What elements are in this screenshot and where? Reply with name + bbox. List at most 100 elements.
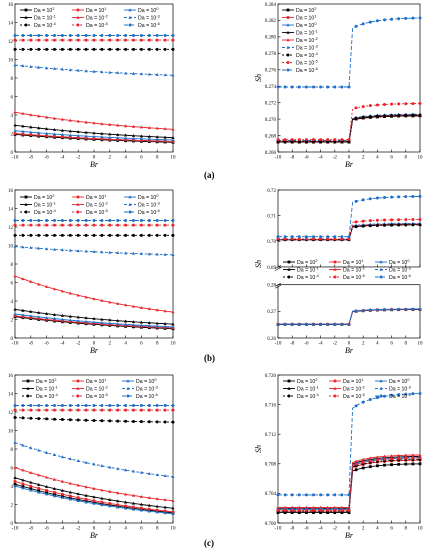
legend-label-b-nu-6: Da = 10-4 [34, 209, 56, 216]
point-a-nu-5-11 [100, 70, 104, 74]
point-c-nu-7-9 [84, 408, 88, 412]
legend-marker-a-nu-6 [24, 23, 28, 27]
point-c-nu-6-20 [171, 420, 175, 424]
legend-label-c-sh-4: Da = 10-2 [343, 385, 365, 392]
point-c-nu-2-8 [76, 499, 80, 503]
legend-label-c-nu-0: Da = 102 [36, 378, 56, 385]
point-c-nu-8-3 [37, 404, 41, 408]
legend-marker-c-sh-1 [333, 379, 337, 383]
point-b-nu-4-20 [171, 310, 175, 314]
legend-label-a-sh-5: Da = 10-3 [296, 44, 318, 51]
ytick-label-a-sh-all-2: 0.270 [265, 118, 277, 123]
point-a-nu-4-14 [124, 124, 128, 128]
legend-marker-a-sh-6 [286, 53, 290, 57]
point-b-nu-7-20 [171, 223, 175, 227]
point-c-sh-7-11 [354, 462, 358, 466]
point-c-nu-4-8 [76, 483, 80, 487]
legend-label-c-sh-7: Da = 10-5 [343, 393, 365, 400]
point-b-nu-8-13 [116, 219, 120, 223]
point-b-nu-6-8 [76, 233, 80, 237]
legend-marker-c-nu-2 [126, 379, 130, 383]
point-b-nu-3-1 [21, 308, 25, 312]
point-a-nu-6-12 [108, 47, 112, 51]
point-c-nu-7-3 [37, 408, 41, 412]
point-c-nu-1-6 [60, 492, 64, 496]
point-c-sh-8-10 [347, 493, 351, 497]
point-b-sh-7-0 [276, 237, 280, 241]
point-a-nu-6-11 [100, 47, 104, 51]
point-a-nu-2-8 [76, 133, 80, 137]
point-c-nu-3-20 [171, 506, 175, 510]
xtick-label-b-sh-0: -10 [275, 342, 282, 347]
point-c-nu-1-16 [139, 506, 143, 510]
xtick-label-c-nu-8: 6 [140, 527, 143, 532]
point-a-nu-8-8 [76, 33, 80, 37]
point-c-sh-4-19 [411, 453, 415, 457]
point-a-nu-6-1 [21, 47, 25, 51]
legend-marker-a-nu-3 [24, 15, 28, 19]
point-b-nu-8-1 [21, 219, 25, 223]
point-c-nu-1-4 [45, 488, 49, 492]
ytick-label-b-nu-all-3: 6 [11, 281, 14, 286]
point-a-nu-5-2 [29, 64, 33, 68]
legend-marker-b-nu-8 [128, 210, 132, 214]
legend-marker-b-nu-4 [76, 202, 80, 206]
point-c-nu-2-18 [155, 510, 159, 514]
point-b-nu-2-15 [131, 323, 136, 327]
point-a-sh-8-8 [333, 85, 337, 89]
point-b-nu-2-8 [76, 319, 80, 323]
point-c-nu-8-12 [108, 404, 112, 408]
point-a-sh-8-4 [304, 85, 308, 89]
point-c-sh-0-14 [376, 464, 379, 468]
xtick-label-a-nu-9: 8 [156, 156, 159, 161]
legend-marker-b-sh-2 [379, 260, 383, 264]
point-c-nu-8-0 [13, 404, 17, 408]
legend-marker-c-nu-5 [126, 386, 130, 390]
ytick-label-c-nu-all-7: 14 [8, 392, 14, 397]
point-b-nu-4-1 [21, 277, 25, 281]
ytick-label-b-nu-all-0: 0 [11, 337, 14, 342]
point-b-nu-3-16 [139, 320, 143, 324]
point-a-nu-8-13 [116, 33, 120, 37]
point-b-nu-8-0 [13, 219, 17, 223]
legend-label-b-sh-5: Da = 10-3 [389, 266, 411, 273]
point-c-nu-5-17 [147, 471, 151, 475]
point-a-nu-2-2 [29, 130, 33, 134]
legend-marker-a-nu-5 [128, 15, 132, 19]
point-b-sh-7-2 [290, 237, 294, 241]
point-a-nu-7-7 [68, 38, 72, 42]
point-c-nu-2-1 [21, 486, 25, 490]
point-a-nu-2-7 [68, 133, 72, 137]
xtick-label-a-sh-7: 4 [376, 156, 379, 161]
point-a-nu-7-11 [100, 38, 104, 42]
xtick-label-b-nu-10: 10 [171, 342, 177, 347]
point-a-nu-4-8 [76, 119, 80, 123]
point-a-nu-4-20 [171, 127, 175, 131]
ytick-label-b-sh-lower-2: 0.28 [267, 284, 276, 289]
point-a-sh-7-9 [340, 138, 344, 142]
point-b-sh-8-19 [411, 195, 415, 199]
point-c-nu-1-18 [155, 508, 159, 512]
point-b-sh-8-8 [333, 235, 337, 239]
point-c-sh-8-8 [333, 493, 337, 497]
point-c-nu-6-13 [116, 419, 120, 423]
xtick-label-a-sh-6: 2 [362, 156, 365, 161]
point-c-nu-4-7 [68, 481, 72, 485]
legend-marker-b-nu-0 [24, 195, 28, 199]
chart-a-sh: 0.266 0.268 0.270 0.272 0.274 0.276 0.278 0.280… [254, 3, 423, 169]
xtick-label-a-sh-10: 10 [418, 156, 424, 161]
point-c-nu-6-0 [13, 416, 17, 420]
point-c-sh-8-16 [390, 393, 394, 397]
point-a-sh-7-11 [354, 106, 358, 110]
point-a-nu-4-2 [29, 113, 33, 117]
point-b-nu-8-6 [60, 219, 64, 223]
point-a-sh-7-0 [276, 138, 280, 142]
legend-marker-c-nu-0 [26, 379, 30, 383]
ytick-label-a-sh-all-6: 0.278 [265, 52, 277, 57]
point-b-sh-6-14 [375, 223, 379, 227]
point-a-nu-3-16 [139, 134, 143, 138]
point-a-nu-3-18 [155, 135, 159, 139]
point-b-sh-6-13 [368, 224, 372, 228]
legend-marker-b-sh-0 [287, 260, 291, 264]
point-a-nu-8-16 [139, 33, 143, 37]
